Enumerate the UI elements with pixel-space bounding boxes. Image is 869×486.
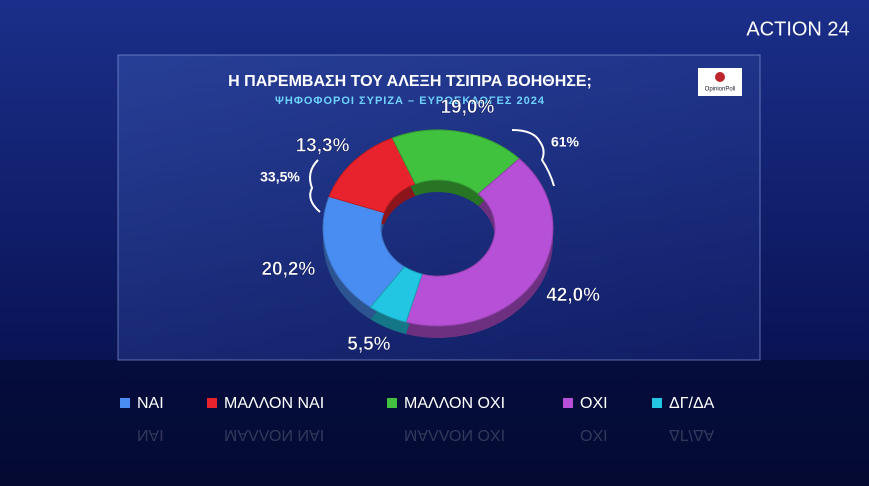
legend-reflection: ΝΑΙ (137, 426, 164, 443)
group-label: 33,5% (260, 169, 300, 185)
value-label: 13,3% (296, 136, 350, 157)
source-logo-icon (715, 72, 725, 82)
legend-label: ΔΓ/ΔΑ (669, 395, 715, 412)
legend-swatch (387, 398, 397, 408)
value-label: 5,5% (347, 334, 390, 355)
source-logo: OpinionPoll (705, 87, 736, 93)
group-label: 61% (551, 134, 580, 150)
legend-label: ΜΑΛΛΟΝ ΟΧΙ (404, 395, 505, 412)
group-bracket (511, 129, 555, 187)
floor (0, 360, 869, 486)
legend-reflection: ΜΑΛΛΟΝ ΝΑΙ (224, 426, 324, 443)
legend-label: ΟΧΙ (580, 395, 608, 412)
brand-logo: ACTION 24 (746, 18, 849, 40)
legend-label: ΜΑΛΛΟΝ ΝΑΙ (224, 395, 324, 412)
value-label: 20,2% (261, 259, 315, 280)
group-bracket (309, 159, 321, 213)
legend-reflection: ΜΑΛΛΟΝ ΟΧΙ (404, 426, 505, 443)
slice (369, 266, 423, 323)
legend-label: ΝΑΙ (137, 395, 164, 412)
slice (391, 129, 521, 195)
value-label: 19,0% (440, 97, 494, 118)
legend-swatch (120, 398, 130, 408)
chart-subtitle: ΨΗΦΟΦΟΡΟΙ ΣΥΡΙΖΑ – ΕΥΡΩΕΚΛΟΓΕΣ 2024 (275, 95, 545, 107)
legend-reflection: ΔΓ/ΔΑ (669, 426, 715, 443)
chart-title: Η ΠΑΡΕΜΒΑΣΗ ΤΟΥ ΑΛΕΞΗ ΤΣΙΠΡΑ ΒΟΗΘΗΣΕ; (228, 73, 592, 90)
legend-swatch (207, 398, 217, 408)
legend-swatch (563, 398, 573, 408)
value-label: 42,0% (546, 285, 600, 306)
slice (322, 195, 406, 308)
legend-swatch (652, 398, 662, 408)
legend-reflection: ΟΧΙ (580, 426, 608, 443)
slice (405, 158, 554, 327)
